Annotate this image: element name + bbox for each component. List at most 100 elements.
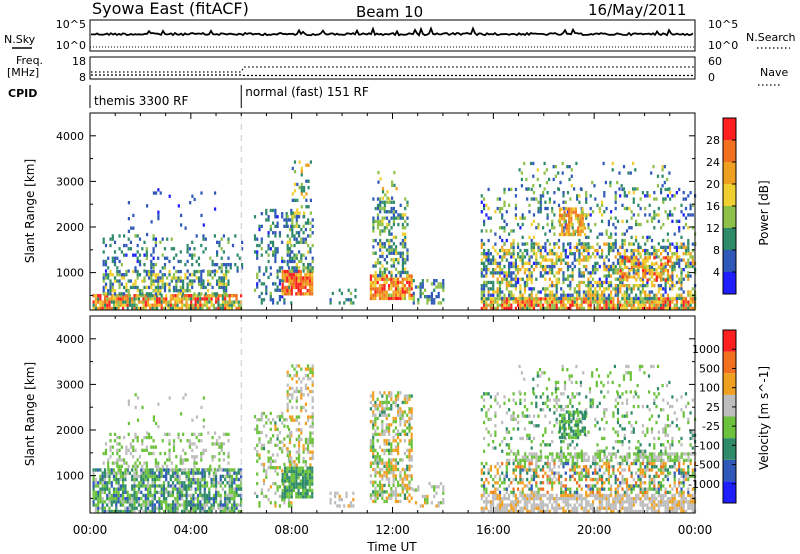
data-cell-power-1383 (395, 251, 398, 255)
data-cell-velocity-1139 (299, 466, 302, 470)
data-cell-velocity-932 (258, 456, 261, 460)
data-cell-power-514 (222, 273, 225, 277)
data-cell-power-1553 (508, 300, 511, 304)
data-cell-velocity-1265 (300, 405, 303, 410)
data-cell-velocity-808 (175, 464, 178, 468)
data-cell-velocity-1226 (293, 418, 296, 422)
data-cell-power-2275 (582, 290, 585, 294)
data-cell-power-2415 (612, 261, 615, 265)
data-cell-power-2079 (532, 287, 536, 291)
data-cell-power-620 (177, 259, 180, 264)
data-cell-power-1950 (503, 252, 506, 256)
data-cell-power-1697 (605, 303, 608, 307)
data-cell-power-2873 (546, 213, 549, 217)
data-cell-velocity-726 (123, 461, 126, 465)
data-cell-power-3206 (565, 232, 568, 237)
data-cell-power-2396 (607, 248, 610, 253)
data-cell-power-651 (213, 269, 216, 273)
data-cell-power-3337 (660, 275, 663, 279)
data-cell-power-1258 (372, 238, 375, 243)
data-cell-power-413 (168, 269, 171, 274)
data-cell-velocity-1458 (381, 490, 384, 494)
data-cell-velocity-477 (194, 509, 197, 514)
data-cell-power-1611 (546, 300, 549, 304)
data-cell-power-2377 (605, 287, 608, 291)
data-cell-power-672 (227, 256, 230, 260)
data-cell-power-386 (157, 289, 160, 293)
data-cell-power-434 (179, 279, 182, 283)
data-cell-power-1156 (378, 293, 382, 297)
data-cell-power-3200 (561, 207, 564, 211)
data-cell-power-2551 (641, 277, 644, 281)
cpid-segment-themis: themis 3300 RF (94, 94, 188, 108)
data-cell-power-1454 (391, 180, 394, 184)
data-cell-power-2361 (601, 280, 604, 285)
data-cell-power-2453 (621, 296, 624, 301)
data-cell-power-1886 (489, 287, 492, 291)
data-cell-power-3284 (630, 265, 633, 270)
data-cell-power-3228 (572, 232, 575, 237)
data-cell-velocity-1442 (378, 480, 382, 484)
data-cell-power-1304 (381, 270, 384, 275)
data-cell-power-159 (174, 294, 177, 298)
data-cell-power-2397 (607, 245, 610, 249)
data-cell-power-2147 (551, 290, 554, 294)
data-cell-power-2423 (614, 277, 617, 281)
data-cell-power-2759 (691, 242, 694, 246)
data-cell-power-1180 (385, 280, 388, 285)
data-cell-velocity-390 (176, 506, 179, 510)
data-cell-velocity-1023 (281, 450, 284, 454)
data-cell-power-1953 (505, 287, 508, 291)
data-cell-power-143 (167, 306, 170, 311)
data-cell-power-3219 (568, 210, 571, 214)
data-cell-velocity-158 (124, 477, 127, 482)
data-cell-power-352 (141, 292, 144, 296)
data-cell-velocity-1453 (378, 404, 382, 408)
data-cell-power-2111 (542, 268, 545, 272)
data-cell-power-607 (163, 266, 167, 270)
data-cell-power-822 (281, 295, 284, 299)
data-cell-velocity-1374 (369, 394, 372, 398)
data-cell-power-1479 (426, 298, 429, 302)
data-cell-velocity-386 (174, 474, 177, 478)
data-cell-velocity-1286 (304, 409, 307, 413)
data-cell-power-1570 (521, 303, 524, 307)
data-cell-power-609 (163, 256, 167, 260)
data-cell-power-535 (107, 256, 110, 260)
data-cell-power-2925 (580, 242, 583, 246)
data-cell-power-2662 (669, 264, 672, 269)
data-cell-velocity-1202 (288, 456, 292, 461)
data-cell-power-2613 (655, 252, 658, 256)
data-cell-velocity-1154 (304, 482, 307, 486)
data-cell-power-477 (202, 282, 205, 286)
data-cell-power-107 (147, 300, 150, 304)
data-cell-power-2989 (619, 194, 622, 198)
data-cell-velocity-1469 (381, 426, 384, 430)
data-cell-power-2309 (589, 293, 592, 297)
data-cell-power-2306 (587, 248, 590, 253)
data-cell-velocity-497 (199, 509, 202, 514)
data-cell-velocity-243 (144, 500, 147, 504)
data-cell-power-15 (99, 300, 102, 304)
data-cell-power-740 (260, 291, 263, 296)
data-cell-power-14 (99, 303, 102, 307)
data-cell-power-639 (197, 263, 201, 267)
data-cell-power-2251 (576, 245, 579, 249)
nsearch-label: N.Search (746, 31, 796, 44)
data-cell-velocity-894 (136, 418, 140, 422)
data-cell-velocity-1101 (290, 479, 293, 483)
data-cell-power-3115 (520, 184, 523, 188)
data-cell-power-394 (159, 285, 162, 290)
data-cell-velocity-1013 (278, 466, 281, 470)
data-cell-power-427 (177, 289, 180, 293)
data-cell-power-674 (227, 237, 230, 241)
data-cell-power-1607 (544, 300, 547, 304)
data-cell-power-1942 (501, 245, 504, 249)
data-cell-power-333 (127, 289, 130, 293)
data-cell-power-1245 (408, 280, 411, 285)
data-cell-power-800 (274, 212, 277, 216)
data-cell-power-2664 (669, 248, 672, 253)
data-cell-velocity-1478 (383, 499, 386, 504)
data-cell-power-215 (203, 294, 206, 298)
